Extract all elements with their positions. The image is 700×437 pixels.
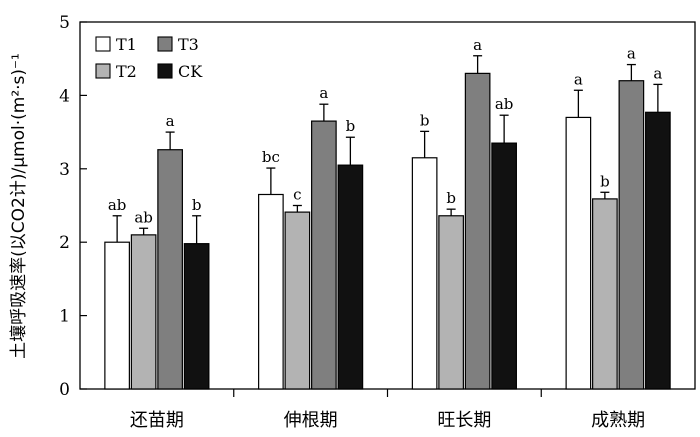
bar: [592, 198, 618, 390]
bar: [645, 111, 671, 390]
bar: [284, 211, 311, 390]
bar: [130, 234, 157, 390]
x-category-label: 旺长期: [437, 410, 491, 431]
bar: [491, 142, 517, 390]
bar: [411, 157, 438, 390]
significance-label: b: [420, 111, 430, 129]
y-tick-label: 5: [59, 13, 70, 33]
axes: 0 1 2 3 4 5 还苗期 伸根期 旺长期 成熟期: [59, 13, 696, 431]
x-category-label: 成熟期: [591, 410, 645, 431]
significance-label: b: [192, 196, 202, 214]
x-category-label: 还苗期: [130, 410, 184, 431]
significance-label: b: [446, 189, 456, 207]
bar: [311, 120, 337, 390]
y-tick-label: 2: [59, 233, 70, 253]
y-tick-label: 1: [59, 307, 70, 327]
significance-label: ab: [495, 95, 514, 113]
y-tick-label: 0: [59, 380, 70, 400]
significance-label: b: [600, 172, 610, 190]
significance-label: b: [346, 117, 356, 135]
legend-label: CK: [178, 62, 203, 81]
legend: T1 T2 T3 CK: [95, 35, 203, 81]
y-axis-label: 土壤呼吸速率(以CO2计)/μmol·(m²·s)⁻¹: [8, 53, 29, 359]
bar: [258, 193, 284, 390]
significance-label: c: [293, 186, 301, 204]
bar: [157, 149, 183, 390]
legend-label: T1: [116, 35, 137, 54]
significance-label: ab: [108, 196, 127, 214]
legend-swatch: [157, 63, 173, 79]
legend-label: T2: [116, 62, 137, 81]
significance-label: a: [473, 36, 482, 54]
legend-swatch: [157, 36, 173, 52]
x-category-label: 伸根期: [284, 410, 338, 431]
significance-label: ab: [134, 208, 153, 226]
legend-label: T3: [178, 35, 199, 54]
bar: [337, 164, 364, 390]
y-tick-label: 4: [59, 86, 70, 106]
significance-label: a: [627, 45, 636, 63]
y-tick-label: 3: [59, 160, 70, 180]
significance-label: bc: [262, 148, 280, 166]
significance-label: a: [166, 112, 175, 130]
bar: [104, 241, 130, 390]
significance-label: a: [653, 64, 662, 82]
bar: [438, 215, 464, 390]
significance-label: a: [574, 70, 583, 88]
bar: [464, 72, 491, 390]
bar: [183, 243, 210, 390]
legend-swatch: [95, 36, 111, 52]
bar: [565, 116, 592, 390]
significance-label: a: [319, 84, 328, 102]
legend-swatch: [95, 63, 111, 79]
bar: [618, 80, 645, 390]
